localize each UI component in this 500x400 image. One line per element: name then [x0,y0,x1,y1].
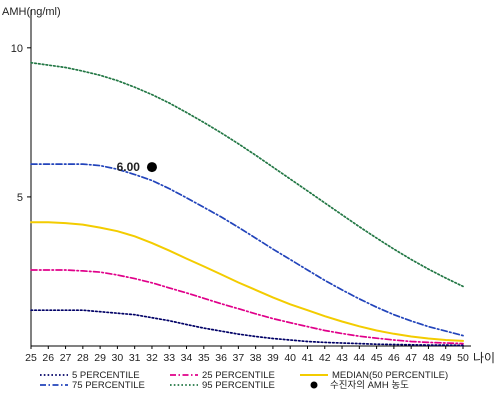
x-tick-label: 40 [284,352,296,364]
patient-marker-label: 6.00 [117,160,141,174]
series-line-median-50-percentile- [30,221,464,342]
x-tick-label: 44 [353,352,365,364]
x-tick-label: 33 [163,352,175,364]
legend-label: 25 PERCENTILE [202,370,275,381]
x-tick-label: 39 [267,352,279,364]
series-line-75-percentile [30,163,464,337]
x-tick-label: 35 [198,352,210,364]
patient-marker-dot [146,162,157,173]
x-tick-label: 46 [388,352,400,364]
series-line-25-percentile [30,269,464,345]
series-line-5-percentile [30,309,464,347]
x-tick-label: 48 [423,352,435,364]
x-tick-label: 28 [77,352,89,364]
x-tick-label: 29 [94,352,106,364]
legend-label: 수진자의 AMH 농도 [330,380,409,391]
y-tick-label: 5 [17,192,23,204]
x-tick-label: 37 [233,352,245,364]
x-tick-label: 30 [112,352,124,364]
legend-label: 95 PERCENTILE [202,380,275,391]
axes: AMH(ng/ml) 5 10 25 26 27 28 29 30 31 32 33 34 35 36 37 3… [2,6,495,365]
x-tick-label: 42 [319,352,331,364]
patient-marker: 6.00 [117,160,157,174]
x-tick-label: 50 [457,352,469,364]
legend-marker-dot [310,381,318,389]
x-axis-label: 나이 [473,351,495,365]
x-tick-label: 25 [25,352,37,364]
y-tick-label: 10 [11,43,23,55]
x-tick-label: 47 [405,352,417,364]
legend-label: MEDIAN(50 PERCENTILE) [332,370,448,381]
x-tick-label: 31 [129,352,141,364]
x-tick-label: 27 [60,352,72,364]
x-tick-label: 32 [146,352,158,364]
x-tick-label: 36 [215,352,227,364]
x-tick-label: 45 [371,352,383,364]
x-tick-label: 26 [42,352,54,364]
legend-label: 5 PERCENTILE [72,370,140,381]
series-line-95-percentile [30,61,464,288]
legend: 5 PERCENTILE 25 PERCENTILE MEDIAN(50 PERCE… [40,370,448,391]
y-axis-label: AMH(ng/ml) [2,6,61,18]
x-tick-label: 49 [440,352,452,364]
x-tick-label: 34 [181,352,193,364]
x-tick-label: 43 [336,352,348,364]
legend-label: 75 PERCENTILE [72,380,145,391]
series-lines [30,61,464,347]
x-tick-label: 41 [302,352,314,364]
x-tick-label: 38 [250,352,262,364]
